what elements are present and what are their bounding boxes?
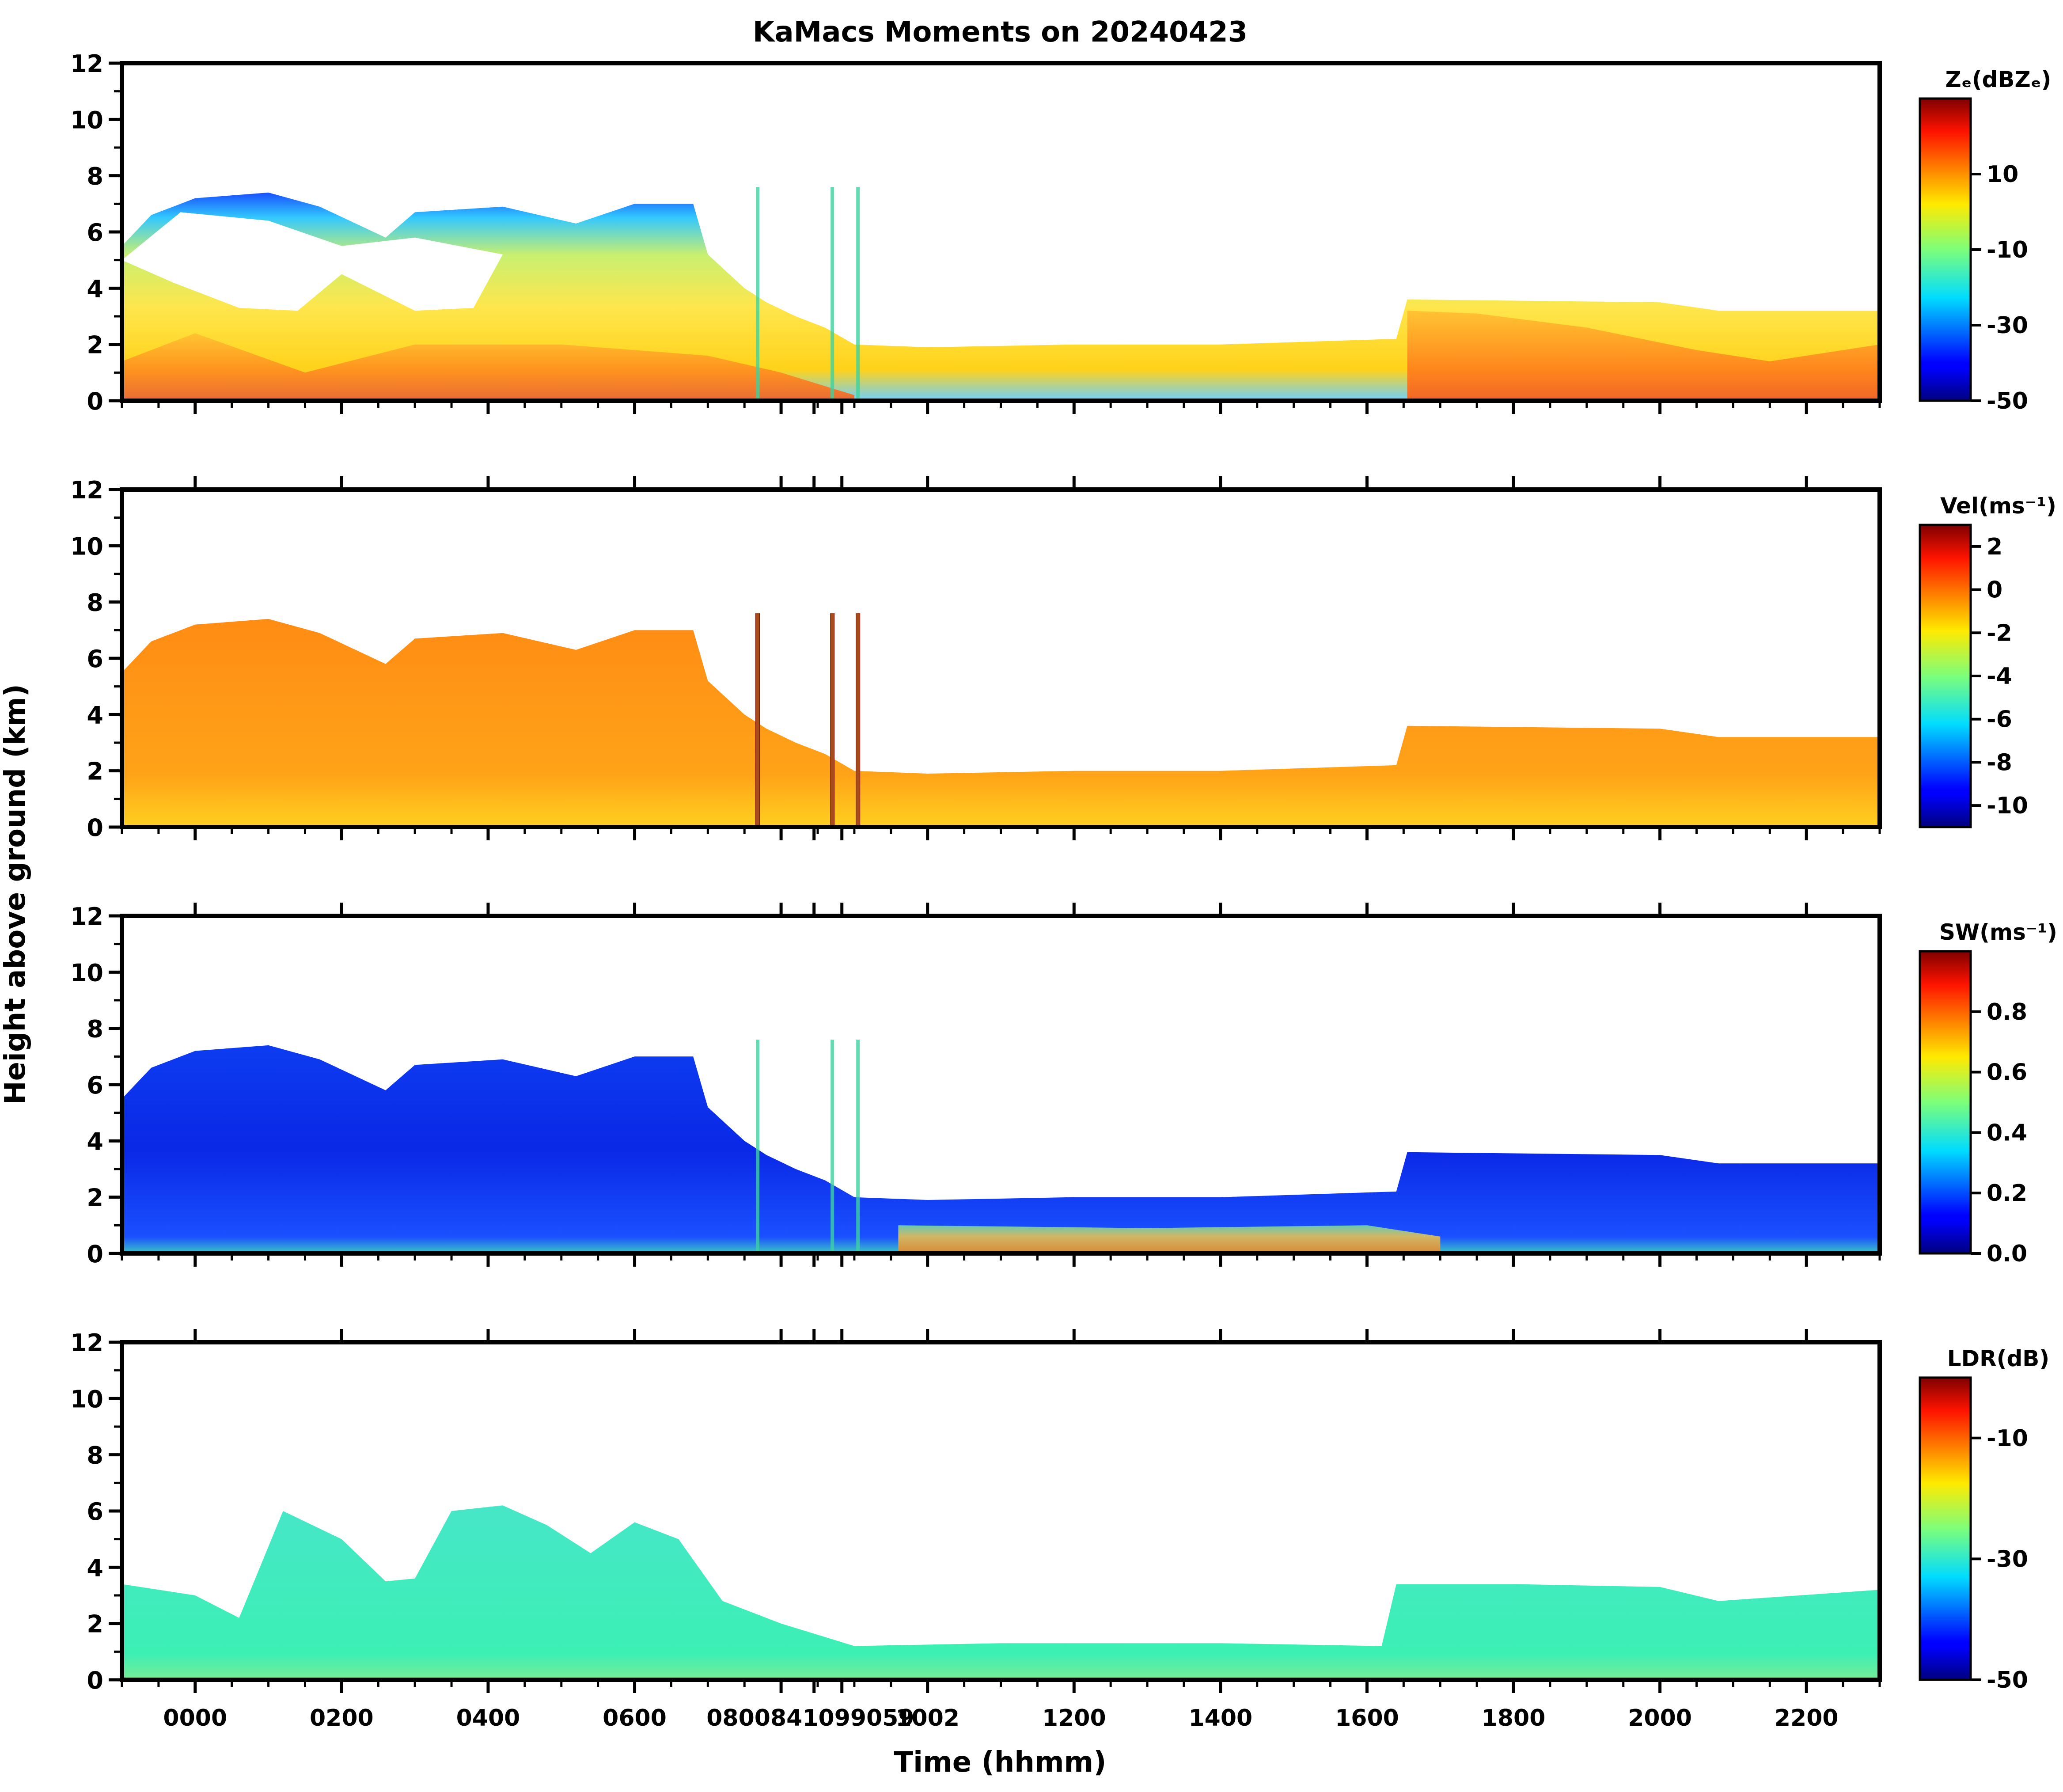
y-axis-label: Height above ground (km) [0,684,32,1105]
panels-group: 0 2 4 6 8 10 12 Zₑ(dBZₑ) 10 -10 -30 -50 0 2 4 6 8 10 12 Vel… [70,50,2057,1731]
y-tick-label: 0 [87,814,103,842]
y-tick-label: 12 [70,476,103,504]
colorbar-tick-label: -4 [1987,663,2012,690]
x-axis-label: Time (hhmm) [894,1746,1107,1779]
y-tick-label: 8 [87,1015,103,1043]
y-tick-label: 10 [70,106,103,134]
figure-title: KaMacs Moments on 20240423 [753,16,1248,49]
colorbar [1919,1376,1972,1681]
y-tick-label: 4 [87,275,103,303]
colorbar-tick-label: -10 [1987,237,2028,263]
y-tick-label: 6 [87,1071,103,1099]
y-tick-label: 12 [70,1329,103,1357]
y-tick-label: 6 [87,1498,103,1526]
y-tick-label: 4 [87,1128,103,1155]
colorbar-tick-label: 0.6 [1987,1059,2027,1086]
x-tick-label: 1400 [1189,1705,1253,1731]
colorbar [1919,97,1972,402]
y-tick-label: 12 [70,903,103,930]
colorbar-tick-label: -10 [1987,1425,2028,1452]
x-tick-label: 0200 [310,1705,374,1731]
echo-field [122,1040,1880,1253]
y-tick-label: 10 [70,1385,103,1413]
spike-artifact [831,1040,834,1253]
spike-artifact [856,1040,860,1253]
echo-field [122,613,1880,827]
y-tick-label: 6 [87,645,103,673]
echo-field [122,187,1880,401]
spike-artifact [856,613,860,827]
x-tick-label: 1002 [895,1705,959,1731]
rain-layer [1407,311,1880,401]
spike-artifact [856,187,860,401]
colorbar-tick-label: 0.2 [1987,1180,2027,1207]
y-tick-label: 2 [87,331,103,359]
y-tick-label: 0 [87,387,103,415]
colorbar-tick-label: -30 [1987,1546,2028,1572]
colorbar-tick-label: -50 [1987,388,2028,414]
y-tick-label: 10 [70,532,103,560]
y-tick-label: 0 [87,1240,103,1268]
colorbar-tick-label: -6 [1987,706,2012,733]
colorbar-tick-label: -8 [1987,749,2012,776]
high-width-layer [898,1225,1441,1253]
panel-spectrum_width: 0 2 4 6 8 10 12 SW(ms⁻¹) 0.8 0.6 0.4 0.2 0.0 [70,903,2057,1268]
y-tick-label: 12 [70,50,103,78]
x-tick-label-overlap: 0800841099059 [706,1705,914,1731]
spike-artifact [831,613,834,827]
y-tick-label: 10 [70,959,103,987]
colorbar-label: SW(ms⁻¹) [1939,919,2057,945]
y-tick-label: 2 [87,758,103,786]
y-tick-label: 2 [87,1610,103,1638]
echo-field [122,1505,1880,1680]
colorbar-tick-label: 2 [1987,534,2002,560]
spike-artifact [831,187,834,401]
spike-artifact [756,613,760,827]
colorbar-tick-label: -50 [1987,1667,2028,1693]
colorbar-tick-label: -30 [1987,312,2028,339]
x-tick-label: 1600 [1335,1705,1399,1731]
x-tick-label: 2000 [1628,1705,1692,1731]
y-tick-label: 8 [87,589,103,617]
x-tick-label: 2200 [1775,1705,1839,1731]
colorbar-tick-label: -10 [1987,793,2028,819]
y-tick-label: 8 [87,163,103,190]
colorbar-tick-label: 10 [1987,161,2018,188]
colorbar-label: Zₑ(dBZₑ) [1945,67,2051,92]
colorbar [1919,950,1972,1255]
y-tick-label: 0 [87,1667,103,1694]
colorbar-tick-label: -2 [1987,620,2012,646]
colorbar-tick-label: 0 [1987,577,2002,604]
x-tick-label: 0600 [603,1705,667,1731]
y-tick-label: 8 [87,1442,103,1469]
colorbar-tick-label: 0.0 [1987,1241,2027,1267]
x-tick-label: 1200 [1042,1705,1106,1731]
echo-region [122,619,1880,827]
colorbar-tick-label: 0.8 [1987,999,2027,1025]
y-tick-label: 2 [87,1184,103,1212]
y-tick-label: 6 [87,219,103,247]
x-tick-label: 0400 [456,1705,520,1731]
clear-gap [122,212,503,401]
spike-artifact [756,187,760,401]
colorbar-tick-label: 0.4 [1987,1120,2027,1146]
panel-linear_depolarization_ratio: 0 2 4 6 8 10 12 LDR(dB) -10 -30 -50 [70,1329,2049,1694]
colorbar [1919,524,1972,828]
rain-layer [122,333,854,401]
x-tick-label: 0000 [163,1705,227,1731]
y-tick-label: 4 [87,701,103,729]
x-tick-label: 1800 [1482,1705,1546,1731]
panel-reflectivity: 0 2 4 6 8 10 12 Zₑ(dBZₑ) 10 -10 -30 -50 [70,50,2052,415]
echo-region [122,1045,1880,1253]
y-tick-label: 4 [87,1554,103,1582]
spike-artifact [756,1040,760,1253]
echo-region [122,1505,1880,1680]
colorbar-label: Vel(ms⁻¹) [1940,493,2056,519]
panel-doppler_velocity: 0 2 4 6 8 10 12 Vel(ms⁻¹) 2 0 -2 -4 -6 -8 -10 [70,476,2056,842]
colorbar-label: LDR(dB) [1947,1346,2049,1371]
